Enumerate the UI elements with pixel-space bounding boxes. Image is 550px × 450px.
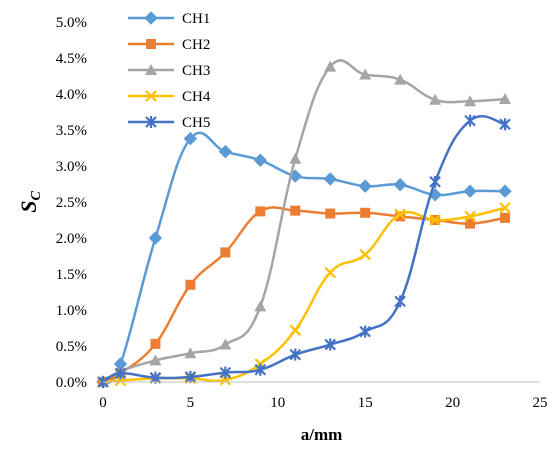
data-point <box>464 95 477 107</box>
data-point <box>290 205 301 216</box>
x-tick-labels: 0 5 10 15 20 25 <box>99 395 547 411</box>
data-point <box>183 131 198 146</box>
data-point <box>499 118 511 131</box>
y-tick-label: 0.0% <box>56 375 87 391</box>
legend-marker <box>145 116 157 128</box>
x-tick-label: 25 <box>533 395 548 411</box>
series-line-ch1 <box>102 131 506 384</box>
legend-marker <box>145 90 157 102</box>
series-line-ch4 <box>102 206 506 384</box>
data-point <box>185 279 196 290</box>
series-ch3 <box>97 59 512 387</box>
series-line-ch2 <box>102 206 506 384</box>
series-line-ch5 <box>102 114 506 384</box>
legend-marker <box>146 39 156 49</box>
data-point <box>358 179 372 193</box>
y-tick-label: 1.0% <box>56 303 87 319</box>
data-point <box>359 248 371 261</box>
series-ch1 <box>96 131 512 389</box>
data-point <box>255 206 266 217</box>
legend-item-ch1: CH1 <box>128 11 210 27</box>
x-tick-label: 20 <box>445 395 460 411</box>
y-tick-label: 0.5% <box>56 339 87 355</box>
data-point <box>219 338 232 350</box>
data-point <box>325 208 336 219</box>
data-point <box>289 324 302 336</box>
y-tick-label: 2.5% <box>56 195 87 211</box>
legend-label: CH2 <box>182 37 210 53</box>
data-point <box>324 60 337 72</box>
data-point <box>114 367 127 380</box>
series-ch5 <box>97 114 511 388</box>
x-tick-label: 5 <box>187 395 195 411</box>
legend-marker <box>145 64 157 75</box>
legend-marker <box>144 11 158 25</box>
x-tick-label: 15 <box>358 395 373 411</box>
data-point <box>360 207 371 218</box>
data-point <box>394 208 406 221</box>
data-point <box>219 366 232 379</box>
legend-item-ch3: CH3 <box>128 63 210 79</box>
y-axis-title-subscript: C <box>29 191 44 201</box>
x-tick-label: 10 <box>270 395 285 411</box>
data-point <box>149 354 162 366</box>
legend: CH1 CH2 CH3 CH4 CH5 <box>128 11 211 131</box>
data-point <box>148 231 163 245</box>
legend-label: CH1 <box>182 11 210 27</box>
data-point <box>464 114 476 127</box>
y-tick-label: 4.5% <box>56 51 87 67</box>
y-axis-title-main: S <box>16 201 41 213</box>
y-tick-labels: 0.0% 0.5% 1.0% 1.5% 2.0% 2.5% 3.0% 3.5% 4.0% 4.5%… <box>56 15 87 391</box>
data-point <box>464 210 476 223</box>
data-point <box>395 211 406 222</box>
x-tick-label: 0 <box>99 395 107 411</box>
data-point <box>394 295 406 308</box>
data-point <box>429 175 441 188</box>
data-point <box>394 73 407 85</box>
data-point <box>253 153 268 167</box>
y-tick-label: 3.0% <box>56 159 87 175</box>
data-point <box>150 338 161 349</box>
data-point <box>499 201 511 214</box>
legend-label: CH5 <box>182 115 210 131</box>
data-point <box>289 348 302 361</box>
legend-label: CH3 <box>182 63 210 79</box>
data-point <box>429 93 442 105</box>
data-point <box>498 184 512 198</box>
data-point <box>218 144 233 159</box>
series-layer <box>96 59 512 389</box>
data-point <box>184 370 197 383</box>
data-point <box>324 338 337 351</box>
data-point <box>324 266 337 279</box>
data-point <box>359 68 372 80</box>
data-point <box>323 172 337 186</box>
data-point <box>429 214 441 226</box>
data-point <box>500 212 511 223</box>
y-tick-label: 1.5% <box>56 267 87 283</box>
data-point <box>359 325 371 338</box>
y-tick-label: 2.0% <box>56 231 87 247</box>
data-point <box>220 247 231 258</box>
y-tick-label: 3.5% <box>56 123 87 139</box>
data-point <box>463 184 477 198</box>
data-point <box>184 347 197 359</box>
data-point <box>465 218 476 229</box>
data-point <box>499 93 512 105</box>
x-axis-title: a/mm <box>301 425 343 444</box>
legend-item-ch2: CH2 <box>128 37 210 53</box>
plot-area <box>96 59 512 389</box>
legend-item-ch5: CH5 <box>128 115 210 131</box>
data-point <box>393 178 407 192</box>
data-point <box>289 152 302 164</box>
legend-label: CH4 <box>182 89 211 105</box>
y-tick-label: 4.0% <box>56 87 87 103</box>
data-point <box>254 300 267 312</box>
y-axis-title: SC <box>16 191 44 213</box>
y-tick-label: 5.0% <box>56 15 87 31</box>
data-point <box>254 363 267 376</box>
legend-item-ch4: CH4 <box>128 89 211 105</box>
